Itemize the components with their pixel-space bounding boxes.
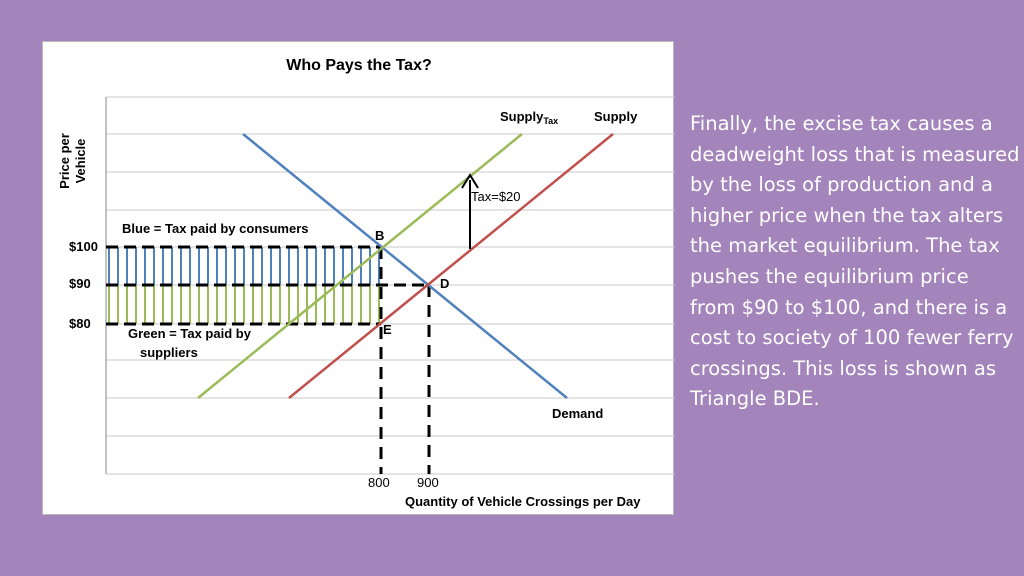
x-tick-800: 800: [368, 475, 390, 490]
demand-line: [242, 133, 568, 399]
supply-tax-label: SupplyTax: [500, 109, 558, 126]
consumer-tax-area: [108, 247, 380, 285]
tax-arrow-head: [461, 173, 479, 189]
supply-tax-label-main: Supply: [500, 109, 544, 124]
x-tick-900: 900: [417, 475, 439, 490]
supplier-tax-area: [108, 285, 380, 324]
point-e-label: E: [383, 322, 392, 337]
chart-title: Who Pays the Tax?: [286, 57, 432, 74]
tax-incidence-chart: [105, 96, 675, 475]
supply-tax-label-sub: Tax: [543, 116, 559, 126]
demand-label: Demand: [552, 406, 604, 421]
supplier-tax-label-line1: Green = Tax paid by: [128, 326, 251, 341]
x-axis-title: Quantity of Vehicle Crossings per Day: [405, 494, 641, 509]
supply-tax-line: [197, 133, 523, 399]
supply-line: [288, 133, 614, 399]
supplier-tax-label-line2: suppliers: [140, 345, 198, 360]
narration-text: Finally, the excise tax causes a deadwei…: [690, 112, 1020, 411]
tax-arrow-label: Tax=$20: [471, 189, 521, 204]
y-tick-100: $100: [69, 239, 98, 254]
point-d-label: D: [440, 276, 450, 291]
y-tick-90: $90: [69, 276, 91, 291]
supply-label: Supply: [594, 109, 638, 124]
y-axis-title: Price per Vehicle: [57, 133, 88, 189]
y-axis-title-box: Price per Vehicle: [57, 117, 97, 207]
consumer-tax-label: Blue = Tax paid by consumers: [122, 221, 309, 236]
point-b-label: B: [375, 228, 385, 243]
y-tick-80: $80: [69, 316, 91, 331]
figure-panel: Who Pays the Tax? Price per Vehicle Supp…: [42, 41, 675, 515]
